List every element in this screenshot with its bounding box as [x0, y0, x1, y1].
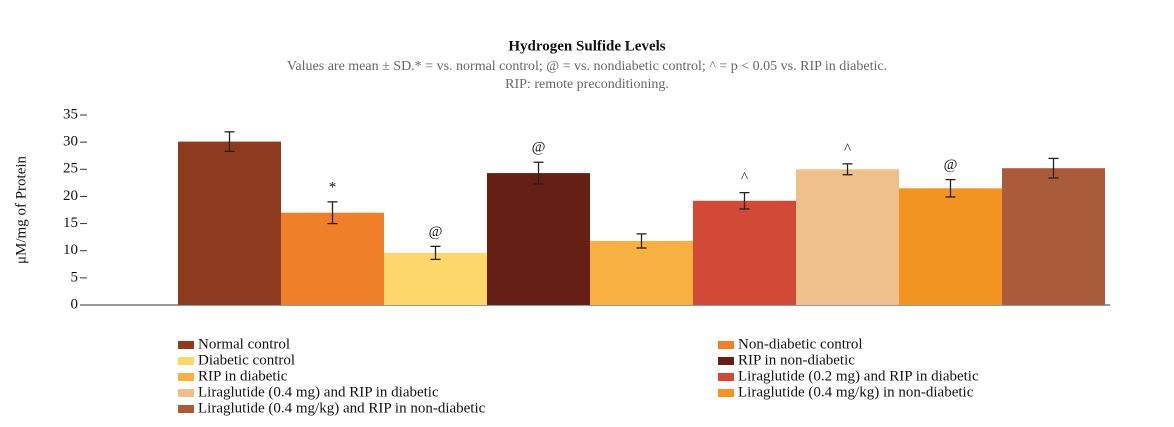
bar	[693, 200, 796, 305]
subtitle: Values are mean ± SD.* = vs. normal cont…	[287, 59, 887, 74]
subtitle: RIP: remote preconditioning.	[505, 77, 669, 92]
y-axis-label: μM/mg of Protein	[13, 155, 29, 264]
chart-title: Hydrogen Sulfide Levels	[508, 38, 665, 54]
legend-swatch	[178, 373, 194, 381]
legend-label: Liraglutide (0.2 mg) and RIP in diabetic	[738, 368, 979, 384]
legend-label: Normal control	[198, 336, 290, 352]
legend-swatch	[178, 341, 194, 349]
bar	[487, 173, 590, 305]
y-tick-label: 15	[63, 215, 78, 231]
legend-swatch	[178, 357, 194, 365]
annotation: ^	[741, 170, 748, 186]
annotation: @	[532, 140, 546, 156]
legend-label: RIP in diabetic	[198, 368, 288, 384]
y-tick-label: 25	[63, 161, 78, 177]
legend-swatch	[718, 389, 734, 397]
legend-swatch	[718, 357, 734, 365]
y-tick-label: 20	[63, 188, 78, 204]
y-tick-label: 35	[63, 106, 78, 122]
annotation: *	[329, 179, 337, 195]
legend-swatch	[718, 341, 734, 349]
annotation: ^	[844, 141, 851, 157]
legend-swatch	[178, 405, 194, 413]
legend-label: Liraglutide (0.4 mg/kg) and RIP in non-d…	[198, 400, 486, 416]
legend-label: Diabetic control	[198, 352, 295, 368]
bar	[281, 212, 384, 305]
annotation: @	[944, 157, 958, 173]
y-tick-label: 10	[63, 242, 78, 258]
bar	[384, 252, 487, 305]
annotation: @	[429, 224, 443, 240]
bar	[590, 240, 693, 305]
legend-label: RIP in non-diabetic	[738, 352, 855, 368]
y-tick-label: 5	[71, 269, 79, 285]
bar	[178, 141, 281, 305]
bar	[796, 169, 899, 305]
bar	[899, 188, 1002, 305]
y-tick-label: 0	[71, 296, 79, 312]
bar	[1002, 168, 1105, 305]
legend-label: Liraglutide (0.4 mg) and RIP in diabetic	[198, 384, 439, 400]
legend-swatch	[718, 373, 734, 381]
y-tick-label: 30	[63, 134, 78, 150]
legend-label: Liraglutide (0.4 mg/kg) in non-diabetic	[738, 384, 974, 400]
legend-swatch	[178, 389, 194, 397]
legend-label: Non-diabetic control	[738, 336, 863, 352]
